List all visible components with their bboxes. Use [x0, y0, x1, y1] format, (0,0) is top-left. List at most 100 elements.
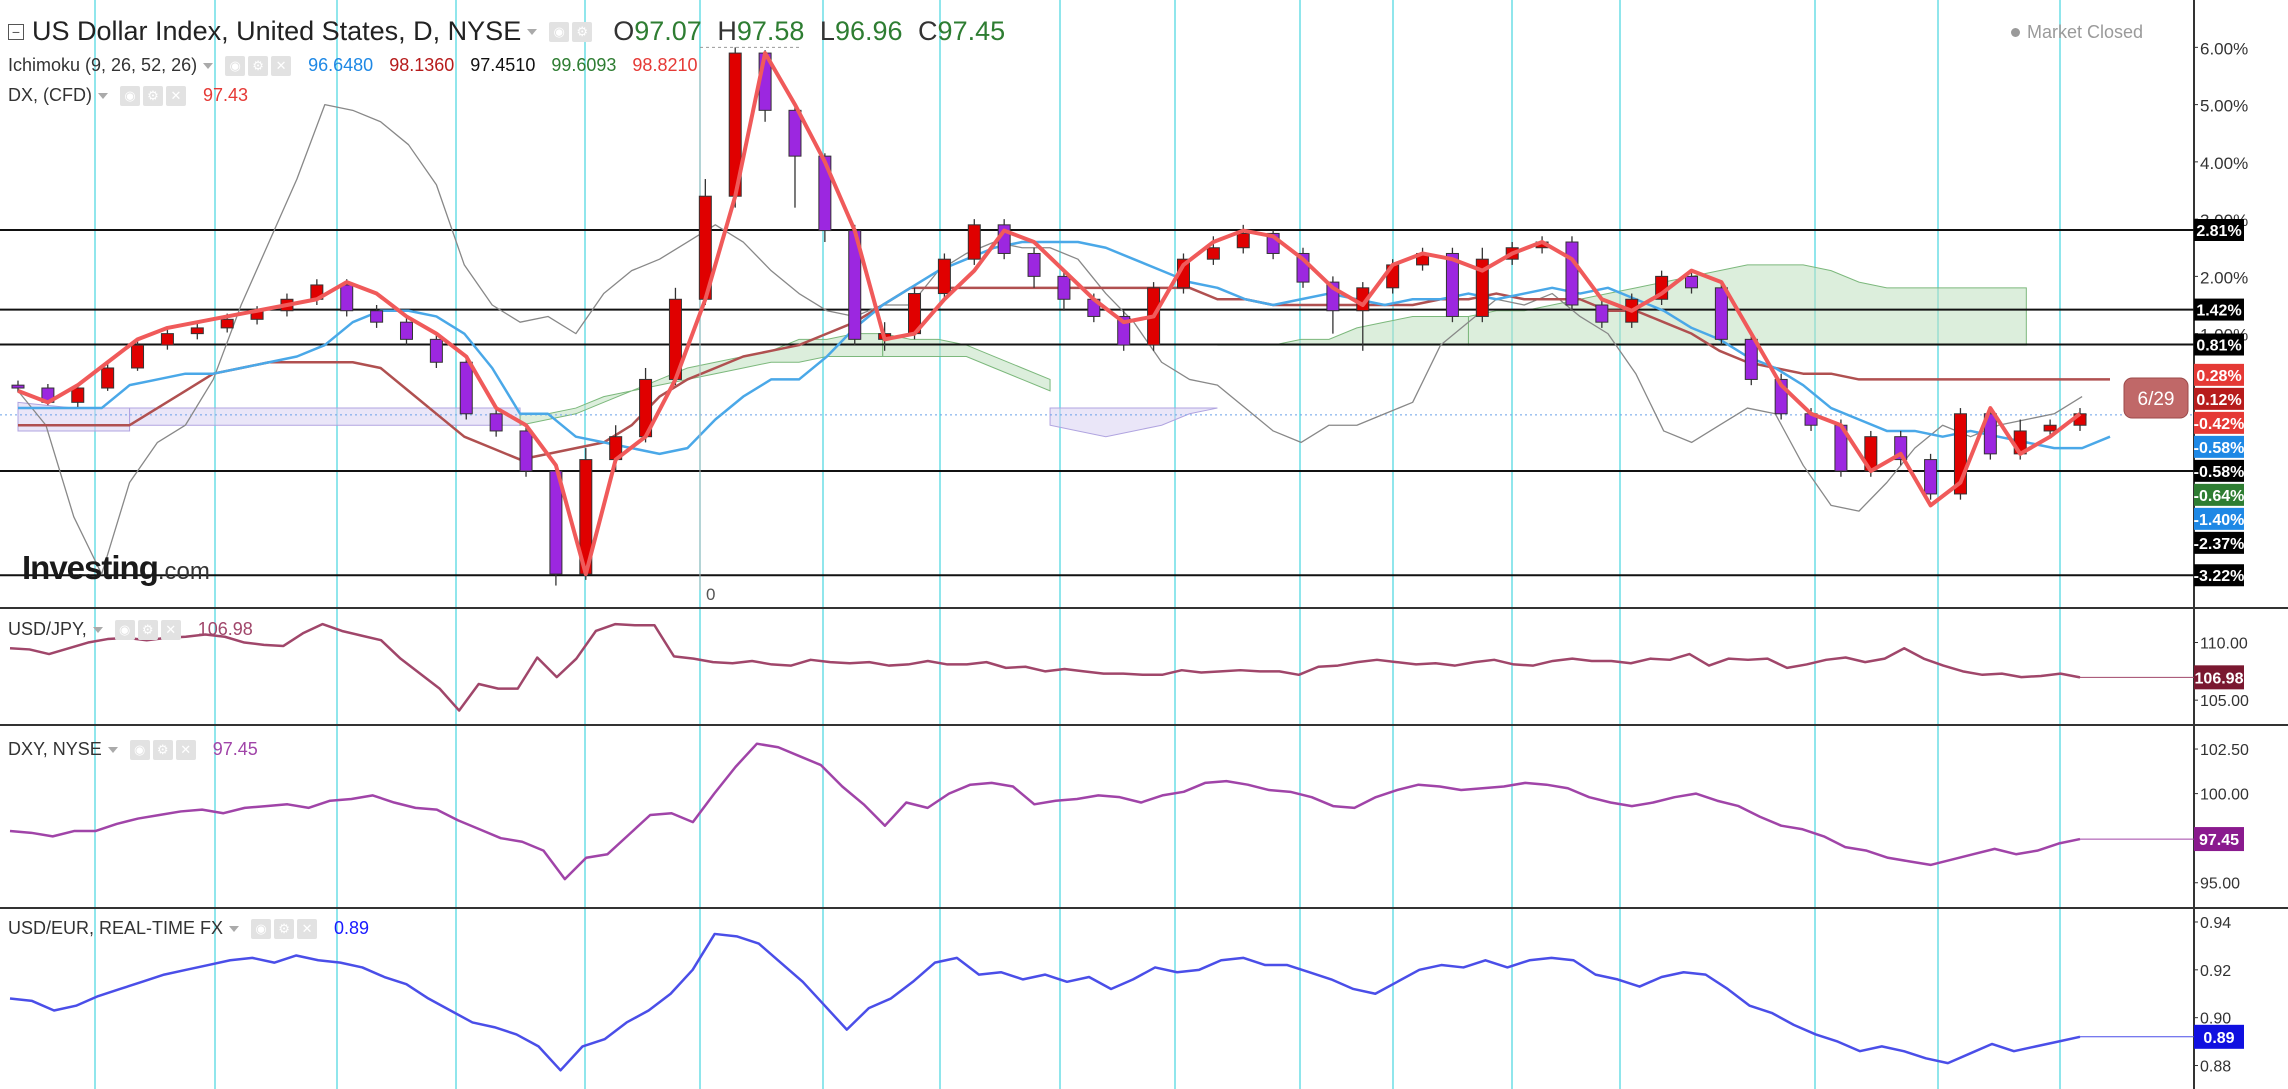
candle-body — [1445, 252, 1459, 317]
candle-body — [220, 318, 234, 329]
eye-icon[interactable]: ◉ — [114, 619, 135, 640]
candle-body — [1057, 275, 1071, 300]
date-badge[interactable]: 6/29 — [2123, 377, 2189, 419]
dxy-value: 97.45 — [212, 739, 258, 759]
close-icon[interactable]: ✕ — [166, 85, 186, 106]
gear-icon[interactable]: ⚙ — [274, 918, 295, 939]
investing-logo: Investing.com — [22, 549, 210, 587]
close-icon[interactable]: ✕ — [297, 918, 318, 939]
candle[interactable] — [788, 107, 802, 208]
ichimoku-value-chikou: 97.4510 — [470, 55, 536, 75]
usdeur-value: 0.89 — [334, 918, 370, 938]
price-label: 2.81% — [2194, 218, 2244, 241]
price-label-bg — [2194, 363, 2244, 386]
candle[interactable] — [1236, 224, 1250, 254]
chevron-down-icon[interactable] — [107, 746, 118, 753]
candle[interactable] — [698, 179, 712, 305]
candle-body — [2043, 424, 2057, 432]
price-label-bg — [2194, 387, 2244, 410]
candle[interactable] — [429, 333, 443, 368]
candle[interactable] — [1565, 236, 1579, 311]
chevron-down-icon[interactable] — [98, 92, 108, 99]
candle[interactable] — [1057, 270, 1071, 311]
candle[interactable] — [1744, 333, 1758, 386]
series-controls[interactable]: ◉ ⚙ — [549, 21, 595, 42]
candle[interactable] — [459, 356, 473, 420]
dx-controls[interactable]: ◉ ⚙ ✕ — [120, 85, 189, 106]
candle-body — [429, 338, 443, 363]
date-badge-text: 6/29 — [2138, 389, 2175, 410]
last-value-bg — [2194, 665, 2244, 690]
eye-icon[interactable]: ◉ — [225, 55, 246, 76]
candle-body — [818, 155, 832, 232]
candle[interactable] — [1475, 247, 1489, 323]
candle[interactable] — [2043, 419, 2057, 437]
candle[interactable] — [11, 380, 25, 393]
candle[interactable] — [1595, 299, 1609, 328]
gear-icon[interactable]: ⚙ — [137, 619, 158, 640]
price-label: -3.22% — [2194, 564, 2244, 587]
gear-icon[interactable]: ⚙ — [143, 85, 163, 106]
candle[interactable] — [937, 253, 951, 300]
gear-icon[interactable]: ⚙ — [248, 55, 269, 76]
price-label: -2.37% — [2194, 531, 2244, 554]
candle[interactable] — [190, 322, 204, 340]
candle[interactable] — [489, 408, 503, 437]
chevron-down-icon[interactable] — [203, 62, 214, 69]
candle[interactable] — [1714, 282, 1728, 346]
candle-body — [1206, 247, 1220, 260]
candle[interactable] — [818, 153, 832, 243]
candles — [11, 47, 2087, 586]
usdjpy-value: 106.98 — [197, 619, 253, 639]
price-label-bg — [2194, 333, 2244, 356]
candle[interactable] — [160, 327, 174, 350]
candle[interactable] — [967, 219, 981, 265]
gear-icon[interactable]: ⚙ — [152, 739, 173, 760]
candle[interactable] — [1027, 247, 1041, 288]
eye-icon[interactable]: ◉ — [251, 918, 272, 939]
candle[interactable] — [71, 385, 85, 407]
eye-icon[interactable]: ◉ — [129, 739, 150, 760]
price-label: 0.81% — [2194, 333, 2244, 356]
close-icon[interactable]: ✕ — [175, 739, 196, 760]
eye-icon[interactable]: ◉ — [549, 21, 570, 42]
usdeur-controls[interactable]: ◉ ⚙ ✕ — [251, 918, 320, 939]
y-tick-label: 5.00% — [2200, 97, 2248, 116]
gear-icon[interactable]: ⚙ — [572, 21, 593, 42]
candle-body — [399, 321, 413, 340]
collapse-icon[interactable]: − — [8, 23, 24, 40]
price-label-text: 1.42% — [2196, 303, 2241, 320]
logo-domain: .com — [157, 558, 210, 585]
candle[interactable] — [1983, 408, 1997, 460]
candle[interactable] — [519, 425, 533, 477]
ichimoku-controls[interactable]: ◉ ⚙ ✕ — [225, 55, 294, 76]
candle-body — [71, 387, 85, 403]
close-icon[interactable]: ✕ — [160, 619, 181, 640]
chevron-down-icon[interactable] — [229, 925, 240, 932]
ohlc-readout: O97.07 H97.58 L96.96 C97.45 — [613, 16, 1013, 47]
candle[interactable] — [340, 279, 354, 317]
usdeur-label: USD/EUR, REAL-TIME FX — [8, 918, 224, 938]
candle[interactable] — [101, 362, 115, 391]
candle[interactable] — [131, 339, 145, 371]
y-tick-label: 6.00% — [2200, 39, 2248, 58]
eye-icon[interactable]: ◉ — [120, 85, 140, 106]
chevron-down-icon[interactable] — [527, 28, 538, 35]
close-icon[interactable]: ✕ — [271, 55, 292, 76]
dxy-controls[interactable]: ◉ ⚙ ✕ — [129, 739, 199, 760]
price-label-text: 0.81% — [2196, 338, 2241, 355]
ichimoku-legend: Ichimoku (9, 26, 52, 26) ◉ ⚙ ✕ 96.6480 98.… — [8, 55, 714, 76]
chevron-down-icon[interactable] — [92, 626, 103, 633]
x-axis-label: 0 — [706, 585, 715, 604]
usdjpy-controls[interactable]: ◉ ⚙ ✕ — [114, 619, 184, 640]
last-value-text: 0.89 — [2203, 1030, 2234, 1047]
y-tick-label: 105.00 — [2200, 693, 2249, 710]
last-value-bg — [2194, 1024, 2244, 1049]
candle[interactable] — [399, 316, 413, 346]
candle[interactable] — [728, 47, 742, 208]
candle[interactable] — [1924, 453, 1938, 500]
candle[interactable] — [370, 305, 384, 328]
candle[interactable] — [1685, 270, 1699, 294]
price-label-bg — [2194, 483, 2244, 506]
